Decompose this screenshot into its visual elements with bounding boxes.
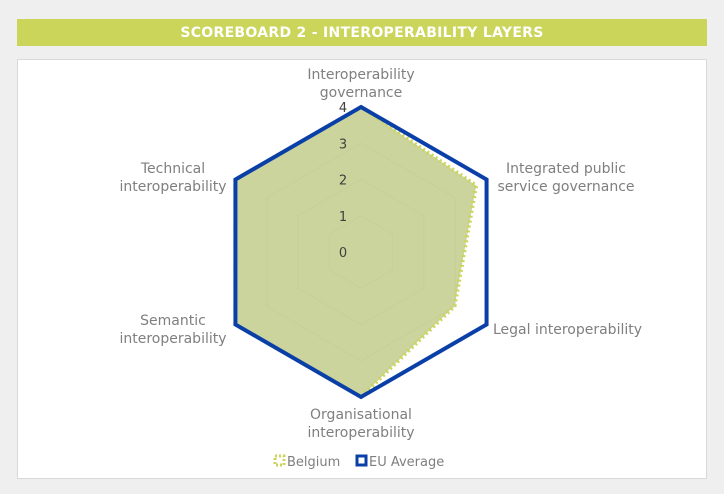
axis-label-3: Organisational interoperability xyxy=(307,407,414,441)
legend-label-0: Belgium xyxy=(287,455,340,470)
tick-label-0: 0 xyxy=(339,246,347,261)
legend-swatch-1 xyxy=(355,454,368,467)
axis-labels: Interoperability governance Integrated pub… xyxy=(119,67,642,441)
series-1-line xyxy=(233,104,489,400)
legend-item-0: Belgium xyxy=(273,454,340,470)
axis-label-1: Integrated public service governance xyxy=(497,161,634,195)
scoreboard-title: SCOREBOARD 2 - INTEROPERABILITY LAYERS xyxy=(180,24,544,41)
axis-label-4: Semantic interoperability xyxy=(119,313,226,347)
legend-swatch-0 xyxy=(273,454,286,467)
scoreboard-banner: SCOREBOARD 2 - INTEROPERABILITY LAYERS xyxy=(17,19,707,46)
legend-item-1: EU Average xyxy=(355,454,444,470)
legend: Belgium EU Average xyxy=(273,454,444,470)
axis-label-5: Technical interoperability xyxy=(119,161,226,195)
radial-ticks: 0 1 2 3 4 xyxy=(339,101,347,261)
legend-label-1: EU Average xyxy=(369,455,444,470)
axis-label-2: Legal interoperability xyxy=(493,322,642,338)
tick-label-2: 2 xyxy=(339,174,347,189)
radar-series xyxy=(233,104,489,400)
tick-label-3: 3 xyxy=(339,137,347,152)
tick-label-4: 4 xyxy=(339,101,347,116)
series-0-area xyxy=(235,107,477,397)
axis-label-0: Interoperability governance xyxy=(307,67,414,101)
tick-label-1: 1 xyxy=(339,210,347,225)
